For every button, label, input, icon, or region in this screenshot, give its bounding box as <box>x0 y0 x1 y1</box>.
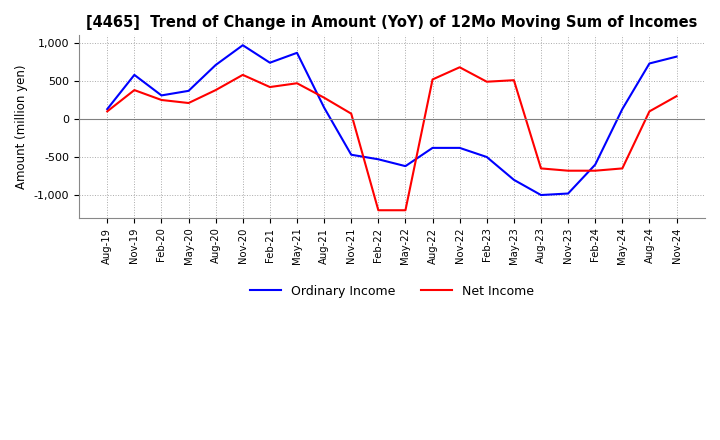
Net Income <box>591 168 600 173</box>
Ordinary Income <box>212 62 220 68</box>
Net Income <box>401 208 410 213</box>
Ordinary Income <box>536 192 545 198</box>
Ordinary Income <box>618 106 626 112</box>
Ordinary Income <box>103 106 112 112</box>
Net Income <box>320 95 328 100</box>
Ordinary Income <box>238 43 247 48</box>
Ordinary Income <box>293 50 302 55</box>
Net Income <box>536 166 545 171</box>
Net Income <box>374 208 382 213</box>
Net Income <box>157 97 166 103</box>
Net Income <box>130 88 139 93</box>
Ordinary Income <box>510 177 518 183</box>
Net Income <box>347 111 356 116</box>
Y-axis label: Amount (million yen): Amount (million yen) <box>15 64 28 189</box>
Net Income <box>293 81 302 86</box>
Net Income <box>564 168 572 173</box>
Ordinary Income <box>266 60 274 66</box>
Net Income <box>184 100 193 106</box>
Ordinary Income <box>347 152 356 158</box>
Ordinary Income <box>591 162 600 167</box>
Legend: Ordinary Income, Net Income: Ordinary Income, Net Income <box>245 280 539 303</box>
Ordinary Income <box>320 105 328 110</box>
Net Income <box>212 88 220 93</box>
Net Income <box>645 109 654 114</box>
Ordinary Income <box>564 191 572 196</box>
Title: [4465]  Trend of Change in Amount (YoY) of 12Mo Moving Sum of Incomes: [4465] Trend of Change in Amount (YoY) o… <box>86 15 698 30</box>
Line: Ordinary Income: Ordinary Income <box>107 45 677 195</box>
Ordinary Income <box>482 154 491 160</box>
Net Income <box>238 72 247 77</box>
Net Income <box>103 109 112 114</box>
Ordinary Income <box>184 88 193 93</box>
Ordinary Income <box>130 72 139 77</box>
Ordinary Income <box>672 54 681 59</box>
Ordinary Income <box>374 157 382 162</box>
Line: Net Income: Net Income <box>107 67 677 210</box>
Ordinary Income <box>428 145 437 150</box>
Ordinary Income <box>455 145 464 150</box>
Net Income <box>428 77 437 82</box>
Ordinary Income <box>157 93 166 98</box>
Net Income <box>618 166 626 171</box>
Ordinary Income <box>645 61 654 66</box>
Net Income <box>672 94 681 99</box>
Net Income <box>266 84 274 90</box>
Ordinary Income <box>401 164 410 169</box>
Net Income <box>510 77 518 83</box>
Net Income <box>482 79 491 84</box>
Net Income <box>455 65 464 70</box>
